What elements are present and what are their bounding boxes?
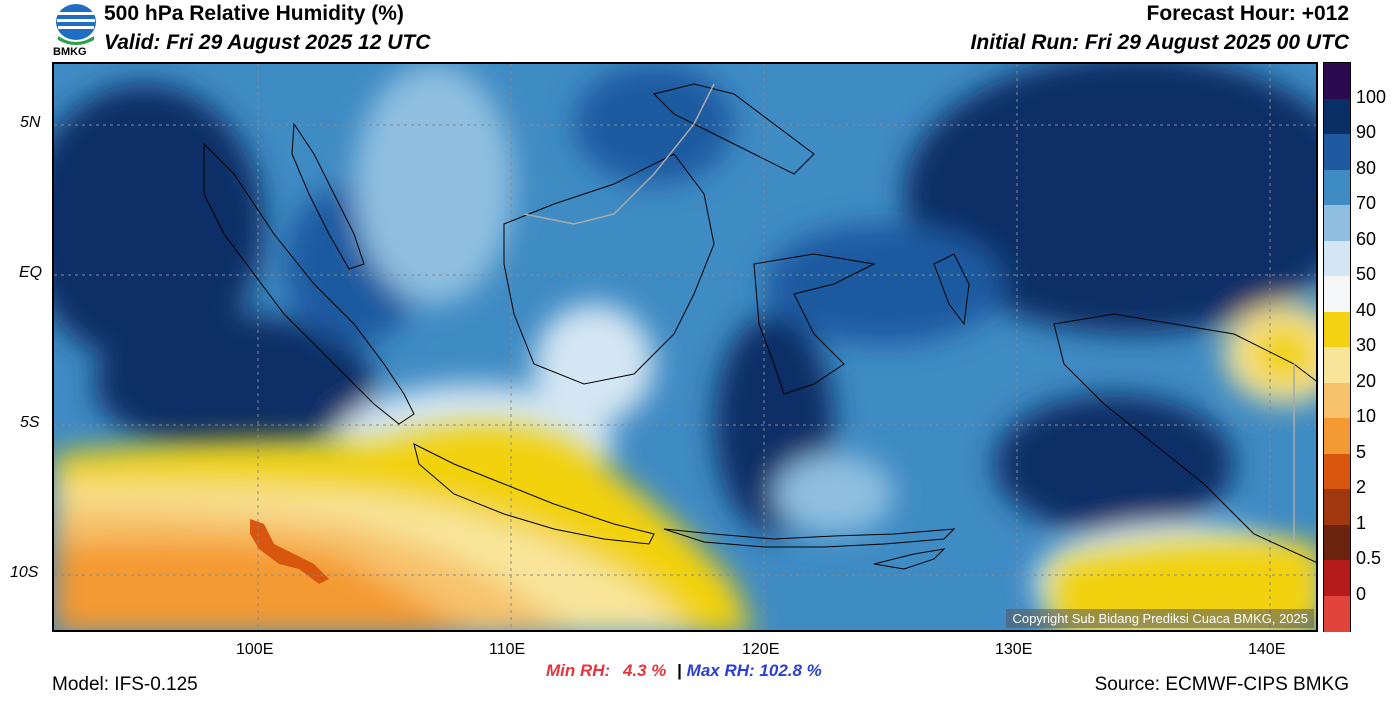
- model-label: Model: IFS-0.125: [52, 674, 198, 695]
- colorbar-label: 5: [1356, 441, 1367, 462]
- min-rh-label: Min RH:: [546, 661, 611, 680]
- colorbar-label: 30: [1356, 335, 1377, 355]
- colorbar-label: 1: [1356, 512, 1367, 533]
- colorbar-segment: [1324, 595, 1350, 632]
- colorbar-segment: [1324, 240, 1350, 277]
- lon-label-110e: 110E: [489, 641, 526, 658]
- humidity-field: [54, 64, 1316, 630]
- sumatra-outline: [203, 142, 415, 425]
- nusa-tenggara-outline: [663, 528, 956, 548]
- sulawesi-outline: [753, 253, 876, 395]
- humidity-map[interactable]: Copyright Sub Bidang Prediksi Cuaca BMKG…: [52, 62, 1318, 632]
- lat-label-5s: 5S: [20, 414, 40, 431]
- papua-outline: [1053, 313, 1316, 563]
- border-line: [523, 83, 715, 225]
- colorbar-segment: [1324, 453, 1350, 490]
- colorbar-segment: [1324, 169, 1350, 206]
- colorbar-segment: [1324, 311, 1350, 348]
- lon-label-100e: 100E: [236, 641, 274, 658]
- colorbar-label: 0: [1356, 583, 1367, 604]
- colorbar-label: 50: [1356, 264, 1377, 284]
- colorbar-label: 40: [1356, 299, 1377, 320]
- copyright-notice: Copyright Sub Bidang Prediksi Cuaca BMKG…: [1006, 609, 1314, 628]
- colorbar-label: 20: [1356, 370, 1377, 391]
- timor-outline: [873, 548, 946, 570]
- colorbar-segment: [1324, 524, 1350, 561]
- min-rh-value: 4.3 %: [622, 661, 667, 680]
- colorbar-label: 70: [1356, 193, 1377, 213]
- colorbar-segment: [1324, 63, 1350, 99]
- lat-label-5n: 5N: [20, 114, 41, 131]
- initial-run: Initial Run: Fri 29 August 2025 00 UTC: [970, 31, 1349, 54]
- colorbar-segment: [1324, 276, 1350, 312]
- lon-label-120e: 120E: [742, 641, 780, 658]
- lat-label-eq: EQ: [19, 264, 43, 281]
- max-rh-label: Max RH:: [686, 661, 755, 680]
- maluku-outline: [933, 253, 970, 326]
- colorbar-label: 0.5: [1356, 548, 1382, 568]
- malay-peninsula-outline: [291, 122, 365, 270]
- forecast-hour: Forecast Hour: +012: [1146, 2, 1350, 25]
- colorbar-segment: [1324, 98, 1350, 135]
- colorbar-label: 100: [1356, 86, 1387, 107]
- colorbar-label: 2: [1356, 477, 1367, 497]
- max-rh-value: 102.8 %: [759, 661, 822, 680]
- colorbar-label: 80: [1356, 157, 1377, 178]
- colorbar-segment: [1324, 489, 1350, 525]
- colorbar-segment: [1324, 205, 1350, 241]
- colorbar: [1323, 62, 1351, 632]
- bmkg-logo: BMKG: [52, 2, 100, 60]
- borneo-outline: [503, 153, 715, 385]
- lon-label-130e: 130E: [995, 641, 1033, 658]
- valid-time: Valid: Fri 29 August 2025 12 UTC: [104, 31, 431, 54]
- rh-stats: Min RH: 4.3 % | Max RH: 102.8 %: [546, 661, 822, 681]
- chart-title: 500 hPa Relative Humidity (%): [104, 2, 404, 25]
- colorbar-label: 10: [1356, 406, 1377, 426]
- source-label: Source: ECMWF-CIPS BMKG: [1094, 674, 1349, 695]
- colorbar-segment: [1324, 134, 1350, 170]
- colorbar-segment: [1324, 347, 1350, 383]
- lon-label-140e: 140E: [1248, 641, 1286, 658]
- bmkg-logo-icon: [56, 4, 96, 45]
- colorbar-segment: [1324, 382, 1350, 419]
- colorbar-label: 90: [1356, 122, 1377, 142]
- colorbar-label: 60: [1356, 228, 1377, 249]
- stats-separator: |: [677, 661, 682, 680]
- colorbar-segment: [1324, 560, 1350, 596]
- java-outline: [413, 443, 655, 545]
- logo-text: BMKG: [53, 46, 87, 58]
- lat-label-10s: 10S: [10, 564, 39, 581]
- colorbar-segment: [1324, 418, 1350, 454]
